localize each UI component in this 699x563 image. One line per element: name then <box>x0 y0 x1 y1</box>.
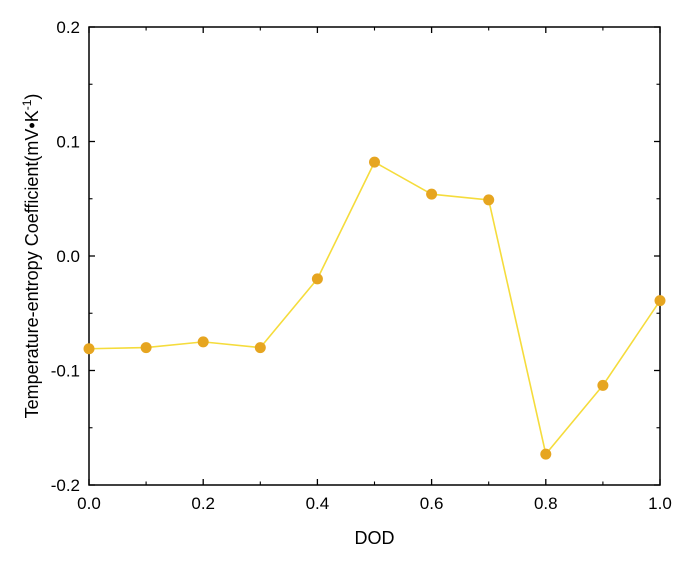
data-point <box>197 336 209 348</box>
y-tick-label: 0.0 <box>56 247 80 266</box>
data-point <box>140 342 152 354</box>
data-point <box>654 295 666 307</box>
x-tick-label: 0.0 <box>77 494 101 513</box>
y-tick-label: 0.1 <box>56 133 80 152</box>
axis-ticks <box>88 26 661 486</box>
x-tick-label: 0.2 <box>191 494 215 513</box>
y-tick-label: -0.2 <box>51 476 80 495</box>
plot-area-frame <box>88 26 661 486</box>
data-point <box>483 194 495 206</box>
series-layer <box>83 156 666 460</box>
y-axis-title-close: ) <box>22 94 42 100</box>
data-point <box>254 342 266 354</box>
x-tick-label: 0.6 <box>420 494 444 513</box>
x-tick-label: 0.4 <box>306 494 330 513</box>
y-axis-title: Temperature-entropy Coefficient(mV•K-1) <box>20 94 42 419</box>
series-line <box>88 161 661 455</box>
data-point <box>311 273 323 285</box>
data-point <box>540 448 552 460</box>
x-axis-title: DOD <box>355 528 395 548</box>
data-point <box>597 379 609 391</box>
y-axis-title-superscript: -1 <box>20 99 34 110</box>
y-axis-title-main: Temperature-entropy Coefficient(mV•K <box>22 110 42 418</box>
axis-tick-labels: 0.0 0.2 0.4 0.6 0.8 1.0 -0.2 -0.1 0.0 0.1 0.2 <box>51 18 672 513</box>
y-tick-label: 0.2 <box>56 18 80 37</box>
x-tick-label: 1.0 <box>648 494 672 513</box>
data-point <box>369 156 380 168</box>
y-tick-label: -0.1 <box>51 362 80 381</box>
data-point <box>426 188 438 200</box>
data-point <box>83 343 95 355</box>
x-tick-label: 0.8 <box>534 494 558 513</box>
